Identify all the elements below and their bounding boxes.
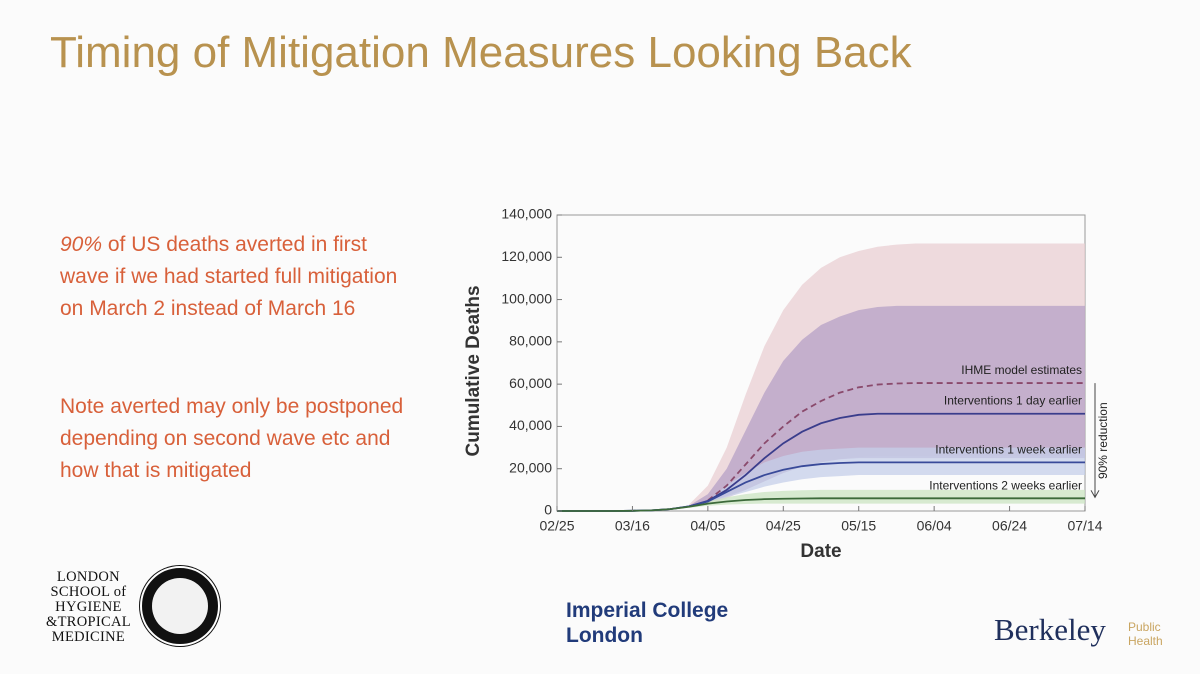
berkeley-logo: Berkeley [994, 612, 1106, 647]
series-label: Interventions 2 weeks earlier [929, 478, 1082, 492]
annotation: 90% reduction [1096, 402, 1110, 479]
slide-title: Timing of Mitigation Measures Looking Ba… [50, 28, 912, 77]
y-tick-label: 100,000 [501, 290, 552, 306]
x-tick-label: 04/05 [690, 518, 725, 534]
lshtm-logo: LONDON SCHOOL of HYGIENE &TROPICAL MEDIC… [46, 570, 131, 645]
paragraph: Note averted may only be postponed depen… [60, 391, 405, 487]
x-tick-label: 04/25 [766, 518, 801, 534]
logo-line: Public [1128, 620, 1161, 634]
y-tick-label: 60,000 [509, 375, 552, 391]
y-axis-label: Cumulative Deaths [463, 285, 484, 456]
series-label: Interventions 1 week earlier [935, 442, 1082, 456]
logo-line: HYGIENE [55, 599, 122, 615]
y-tick-label: 120,000 [501, 248, 552, 264]
logo-line: SCHOOL of [50, 584, 127, 600]
imperial-logo: Imperial College London [566, 598, 728, 648]
emblem-inner [152, 578, 208, 634]
y-tick-label: 0 [544, 502, 552, 518]
annotation-arrowhead [1090, 490, 1100, 499]
logo-line: London [566, 624, 643, 647]
paragraph: 90% of US deaths averted in first wave i… [60, 229, 405, 325]
lshtm-emblem [140, 566, 220, 646]
y-tick-label: 140,000 [501, 206, 552, 222]
emphasis: 90% [60, 233, 103, 256]
logo-line: Health [1128, 634, 1163, 648]
x-tick-label: 02/25 [539, 518, 574, 534]
logo-line: MEDICINE [51, 629, 126, 645]
logo-line: LONDON [56, 569, 120, 585]
x-tick-label: 07/14 [1067, 518, 1102, 534]
logo-line: Imperial College [566, 599, 729, 622]
x-tick-label: 06/24 [992, 518, 1027, 534]
berkeley-sub: Public Health [1128, 620, 1163, 648]
y-tick-label: 40,000 [509, 417, 552, 433]
x-tick-label: 05/15 [841, 518, 876, 534]
logo-line: &TROPICAL [46, 614, 131, 630]
paragraph-text: Note averted may only be postponed depen… [60, 395, 404, 482]
series-line [707, 382, 1085, 502]
paragraph-text: of US deaths averted in first wave if we… [60, 233, 398, 320]
series-line [557, 497, 1085, 512]
x-tick-label: 06/04 [917, 518, 952, 534]
series-label: IHME model estimates [961, 363, 1082, 377]
x-axis-label: Date [800, 541, 841, 562]
y-tick-label: 20,000 [509, 459, 552, 475]
y-tick-label: 80,000 [509, 333, 552, 349]
series-label: Interventions 1 day earlier [944, 394, 1082, 408]
x-tick-label: 03/16 [615, 518, 650, 534]
